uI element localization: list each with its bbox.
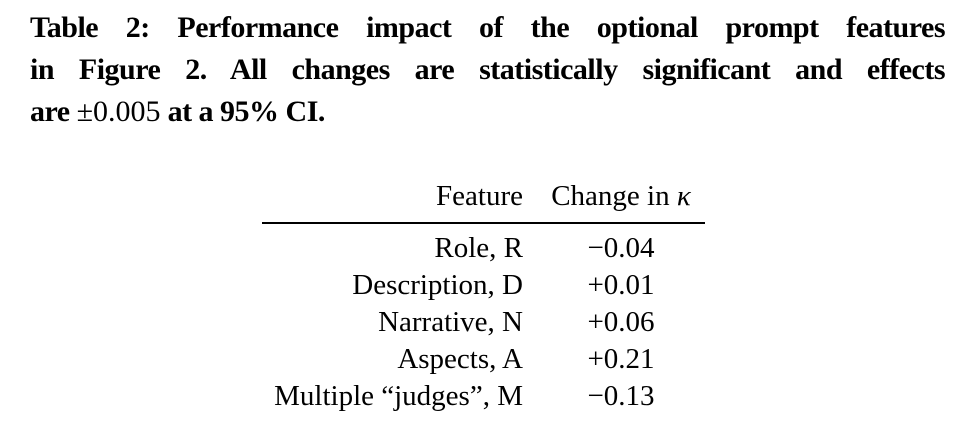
- performance-impact-table: Feature Change in κ Role, R −0.04 Descri…: [262, 181, 705, 415]
- table-row-aspects: Aspects, A +0.21: [262, 341, 705, 378]
- table-row-multiple-judges: Multiple “judges”, M −0.13: [262, 378, 705, 415]
- column-header-feature: Feature: [436, 180, 523, 212]
- feature-cell: Role, R: [434, 232, 523, 264]
- feature-cell: Multiple “judges”, M: [274, 380, 523, 412]
- feature-cell: Description, D: [352, 269, 523, 301]
- change-cell: −0.13: [587, 380, 655, 412]
- change-cell: −0.04: [587, 232, 655, 264]
- table-header-row: Feature Change in κ: [262, 181, 705, 224]
- caption-line-1: Table 2: Performance impact of the optio…: [30, 11, 946, 44]
- caption-line-3: are ±0.005 at a 95% CI.: [30, 91, 945, 133]
- feature-cell: Aspects, A: [397, 343, 523, 375]
- caption-line-2: in Figure 2. All changes are statistical…: [30, 53, 946, 86]
- caption-line3-math-value: ±0.005: [76, 95, 161, 128]
- caption-line3-bold-suffix: at a 95% CI.: [160, 95, 326, 128]
- column-header-change-in-kappa: Change in κ: [523, 181, 705, 211]
- table-row-description: Description, D +0.01: [262, 267, 705, 304]
- change-cell: +0.01: [587, 269, 655, 301]
- feature-cell: Narrative, N: [378, 306, 523, 338]
- caption-line3-bold-prefix: are: [30, 95, 77, 128]
- kappa-symbol: κ: [676, 180, 691, 212]
- table-caption: Table 2: Performance impact of the optio…: [30, 7, 946, 133]
- table-row-narrative: Narrative, N +0.06: [262, 304, 705, 341]
- table-body: Role, R −0.04 Description, D +0.01 Narra…: [262, 230, 705, 415]
- column-header-change-text: Change in: [551, 180, 677, 212]
- change-cell: +0.06: [587, 306, 655, 338]
- change-cell: +0.21: [587, 343, 655, 375]
- table-row-role: Role, R −0.04: [262, 230, 705, 267]
